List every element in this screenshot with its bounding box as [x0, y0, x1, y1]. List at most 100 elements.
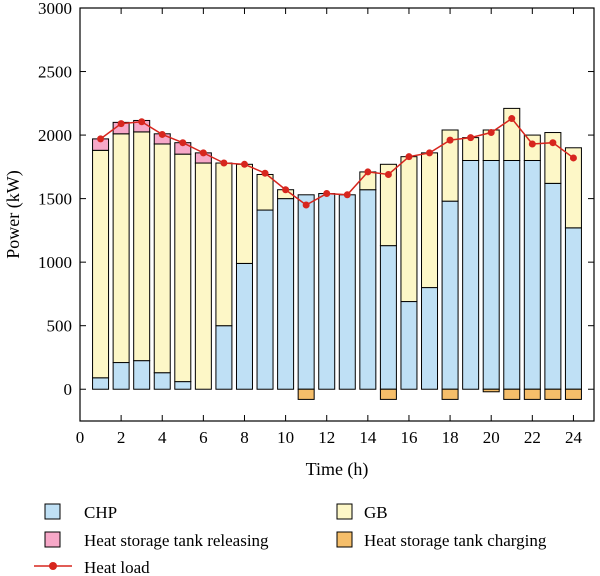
y-tick-label-500: 500: [47, 317, 73, 336]
heat-load-point-9: [261, 169, 269, 177]
bar-chp-11: [297, 194, 315, 390]
bar-gb-7: [215, 162, 233, 327]
bar-charging-11: [297, 388, 315, 400]
bar-chp-14: [359, 189, 377, 390]
bar-chp-9: [256, 209, 274, 390]
x-tick-label-20: 20: [483, 428, 500, 447]
bar-chp-15: [379, 245, 397, 390]
bar-charging-20: [482, 388, 500, 393]
legend: CHP GB Heat storage tank releasing Heat …: [34, 503, 547, 576]
bar-gb-22: [523, 134, 541, 161]
y-tick-label-1500: 1500: [38, 190, 72, 209]
x-tick-label-2: 2: [117, 428, 126, 447]
legend-releasing-swatch: [44, 531, 61, 548]
legend-charging-swatch: [336, 531, 353, 548]
bar-gb-5: [174, 153, 192, 383]
heat-load-point-23: [549, 139, 557, 147]
bar-charging-23: [544, 388, 562, 400]
heat-load-point-2: [117, 120, 125, 128]
bar-gb-24: [564, 147, 582, 229]
bar-chp-20: [482, 159, 500, 390]
x-axis: 0 2 4 6 8 10 12 14 16 18 20 22 24: [76, 8, 583, 447]
heat-load-point-18: [446, 136, 454, 144]
heat-load-point-5: [179, 139, 187, 147]
legend-chp-swatch: [44, 503, 61, 520]
bar-chp-2: [112, 362, 130, 390]
bar-gb-4: [153, 143, 171, 374]
heat-load-point-12: [323, 190, 331, 198]
bar-gb-8: [235, 163, 253, 264]
bar-chp-8: [235, 262, 253, 390]
bar-chp-18: [441, 200, 459, 390]
x-tick-label-0: 0: [76, 428, 85, 447]
x-tick-label-4: 4: [158, 428, 167, 447]
bar-gb-3: [133, 131, 151, 362]
heat-load-point-19: [467, 134, 475, 142]
legend-heat-load-marker: [49, 562, 57, 570]
x-tick-label-18: 18: [442, 428, 459, 447]
bar-chp-22: [523, 159, 541, 390]
bar-charging-24: [564, 388, 582, 400]
heat-load-point-10: [282, 186, 290, 194]
bar-chp-19: [462, 159, 480, 390]
heat-load-point-16: [405, 153, 413, 161]
bar-charging-22: [523, 388, 541, 400]
x-tick-label-22: 22: [524, 428, 541, 447]
bar-chp-10: [277, 198, 295, 390]
legend-heat-load-label: Heat load: [84, 558, 150, 576]
bar-chp-24: [564, 227, 582, 390]
bar-gb-16: [400, 156, 418, 303]
y-tick-label-1000: 1000: [38, 253, 72, 272]
heat-load-point-24: [569, 154, 577, 162]
y-tick-label-2500: 2500: [38, 63, 72, 82]
heat-load-point-21: [508, 115, 516, 123]
x-tick-label-10: 10: [277, 428, 294, 447]
x-tick-label-14: 14: [359, 428, 377, 447]
y-tick-label-2000: 2000: [38, 126, 72, 145]
legend-releasing-label: Heat storage tank releasing: [84, 531, 269, 550]
bar-chp-23: [544, 182, 562, 390]
heat-load-point-14: [364, 168, 372, 176]
y-tick-label-3000: 3000: [38, 0, 72, 18]
bar-charging-15: [379, 388, 397, 400]
bar-chp-13: [338, 194, 356, 390]
bar-charging-21: [503, 388, 521, 400]
x-tick-label-16: 16: [400, 428, 417, 447]
plot-area: [79, 7, 595, 422]
y-axis-title: Power (kW): [3, 170, 24, 258]
bar-gb-15: [379, 163, 397, 247]
heat-load-point-6: [199, 149, 207, 157]
bar-gb-6: [194, 162, 212, 390]
bar-gb-2: [112, 133, 130, 364]
bar-gb-18: [441, 129, 459, 202]
bar-chp-3: [133, 360, 151, 390]
x-tick-label-24: 24: [565, 428, 583, 447]
bar-charging-18: [441, 388, 459, 400]
legend-chp-label: CHP: [84, 503, 117, 522]
heat-load-point-15: [384, 170, 392, 178]
heat-load-point-7: [220, 159, 228, 167]
x-tick-label-6: 6: [199, 428, 208, 447]
bar-gb-1: [92, 149, 110, 379]
heat-load-point-4: [158, 130, 166, 138]
bar-chp-5: [174, 381, 192, 390]
bar-chp-7: [215, 325, 233, 390]
y-tick-label-0: 0: [64, 380, 73, 399]
heat-load-point-8: [240, 160, 248, 168]
heat-load-point-11: [302, 201, 310, 209]
heat-load-line: [100, 117, 574, 206]
y-axis: 0 500 1000 1500 2000 2500 3000: [38, 0, 594, 399]
x-tick-label-12: 12: [318, 428, 335, 447]
legend-gb-label: GB: [364, 503, 388, 522]
bar-chp-16: [400, 301, 418, 390]
heat-load-point-17: [426, 149, 434, 157]
bar-gb-17: [421, 152, 439, 289]
heat-load-point-3: [138, 118, 146, 126]
bar-chp-4: [153, 372, 171, 390]
bar-chp-17: [421, 287, 439, 390]
plot-frame: [79, 7, 595, 422]
x-axis-title: Time (h): [306, 459, 369, 480]
bar-chp-1: [92, 377, 110, 390]
legend-gb-swatch: [336, 503, 353, 520]
